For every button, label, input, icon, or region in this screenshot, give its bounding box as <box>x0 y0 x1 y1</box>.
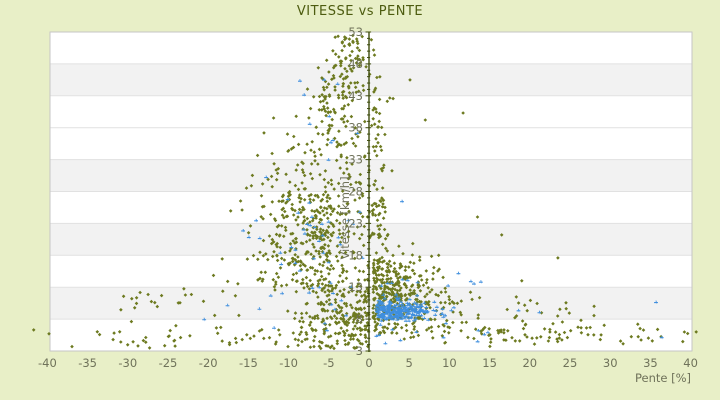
x-tick-label: 0 <box>365 356 372 370</box>
x-tick-label: -40 <box>38 356 57 370</box>
y-tick-label: 38 <box>348 121 363 135</box>
plot-band <box>50 159 692 192</box>
plot-band <box>50 287 692 320</box>
y-tick-label: 33 <box>348 153 363 167</box>
y-axis-label: Vitesse [km/h] <box>338 176 352 260</box>
plot-band <box>50 191 692 224</box>
x-tick-label: -25 <box>159 356 178 370</box>
x-tick-label: -20 <box>199 356 218 370</box>
x-tick-label: 20 <box>522 356 537 370</box>
x-tick-label: -10 <box>279 356 298 370</box>
x-tick-label: 30 <box>603 356 618 370</box>
plot-band <box>50 32 692 64</box>
y-tick-label: 48 <box>348 57 363 71</box>
y-tick-label: 43 <box>348 89 363 103</box>
x-tick-label: 15 <box>482 356 497 370</box>
chart-title: VITESSE vs PENTE <box>296 4 424 19</box>
x-tick-label: 25 <box>563 356 578 370</box>
x-tick-label: -30 <box>118 356 137 370</box>
y-tick-label: 18 <box>348 248 363 262</box>
x-tick-label: 40 <box>683 356 698 370</box>
x-tick-label: -5 <box>323 356 334 370</box>
plot-band <box>50 223 692 256</box>
y-tick-label: 23 <box>348 216 363 230</box>
plot-band <box>50 255 692 288</box>
x-axis-label: Pente [%] <box>634 371 691 385</box>
x-tick-label: -15 <box>239 356 258 370</box>
y-tick-label: 28 <box>348 185 363 199</box>
y-tick-label: 3 <box>356 344 363 358</box>
x-tick-label: -35 <box>78 356 97 370</box>
y-tick-label: 53 <box>348 25 363 39</box>
x-tick-label: 35 <box>643 356 658 370</box>
x-tick-label: 10 <box>442 356 457 370</box>
y-tick-label: 13 <box>348 280 363 294</box>
plot-band <box>50 63 692 96</box>
x-tick-label: 5 <box>406 356 413 370</box>
y-tick-label: 8 <box>356 312 363 326</box>
plot-band <box>50 319 692 351</box>
